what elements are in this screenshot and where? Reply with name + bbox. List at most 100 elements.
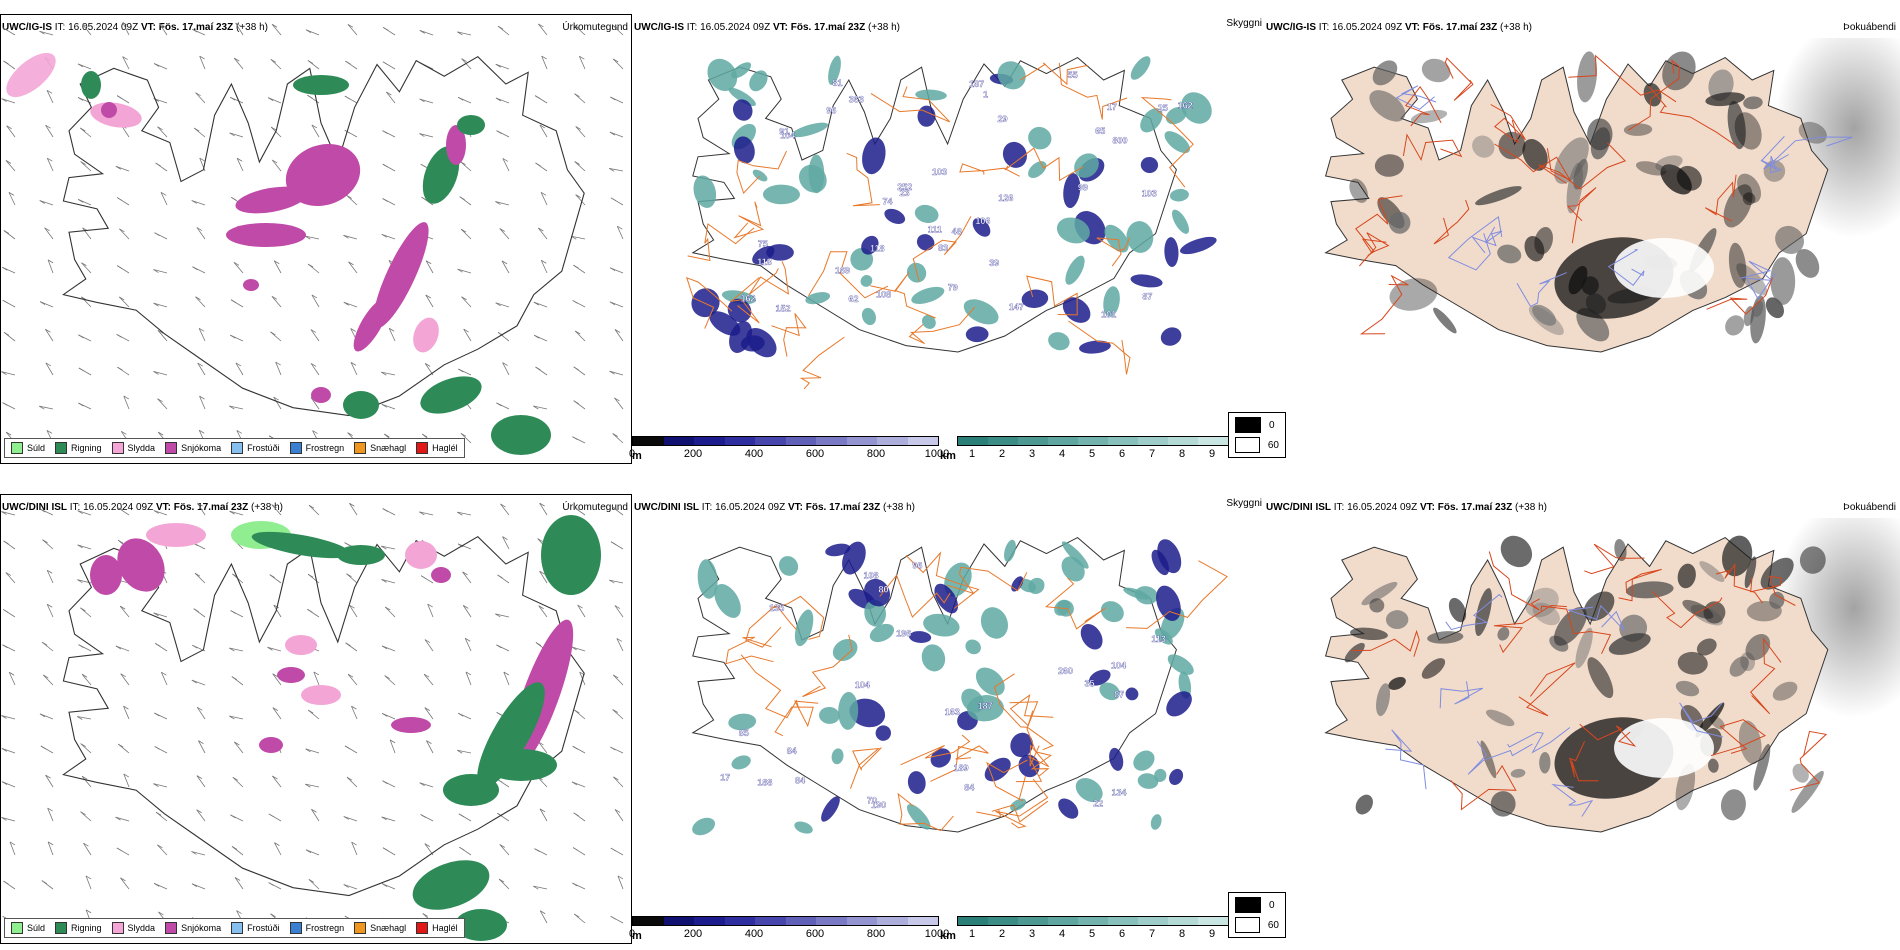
wind-barb-flag	[192, 266, 198, 271]
fog-patch	[1728, 242, 1747, 288]
wind-barb-flag	[497, 574, 503, 579]
fog-patch	[1485, 709, 1515, 727]
fog-patch	[1497, 627, 1510, 641]
height-label: 187	[978, 701, 993, 711]
road	[1494, 143, 1572, 182]
wind-barb-flag	[199, 429, 205, 434]
colorbar-cell	[1078, 437, 1108, 445]
lead-time: (+38 h)	[883, 502, 915, 513]
visibility-patch	[1104, 224, 1129, 253]
sleet-area	[413, 317, 439, 353]
wind-barb-flag	[573, 366, 579, 371]
wind-barb-flag	[119, 228, 125, 233]
wind-barb	[540, 260, 548, 274]
wind-barb	[42, 539, 54, 550]
height-label: 147	[1009, 302, 1024, 312]
legend-item: Súld	[11, 922, 45, 934]
road	[1026, 275, 1078, 316]
visibility-patch	[831, 748, 844, 765]
road	[1706, 277, 1773, 315]
wind-barb-flag	[5, 160, 12, 164]
visibility-patch	[1156, 585, 1181, 621]
wind-barb	[498, 878, 510, 890]
wind-barb-flag	[78, 367, 85, 372]
colorbar-cell	[958, 917, 988, 925]
wind-barb-flag	[461, 58, 467, 62]
visibility-patch	[1062, 297, 1091, 323]
wind-barb-flag	[80, 743, 86, 747]
wind-barb-flag	[613, 776, 619, 781]
wind-barb-flag	[312, 430, 318, 434]
visibility-patch	[1100, 601, 1124, 623]
precip-legend: Súld Rigning Slydda Snjókoma Frostúði Frostre…	[4, 918, 465, 938]
wind-barb-flag	[427, 603, 433, 608]
road	[1015, 744, 1050, 783]
wind-barb	[616, 638, 624, 652]
wind-barb-flag	[45, 124, 51, 129]
visibility-patch	[1157, 539, 1182, 574]
wind-barb	[311, 294, 320, 308]
road	[1540, 605, 1612, 655]
wind-barb-flag	[194, 572, 201, 577]
wind-barb-flag	[269, 574, 275, 578]
wind-barb-flag	[609, 370, 615, 375]
visibility-patch	[1028, 126, 1052, 150]
wind-barb-flag	[502, 158, 509, 162]
wind-barb	[157, 844, 168, 856]
wind-barb-flag	[500, 503, 506, 508]
fog-patch	[1433, 307, 1457, 334]
wind-barb	[77, 716, 92, 720]
wind-barb	[197, 362, 206, 376]
wind-barb	[157, 330, 168, 342]
wind-barb	[419, 782, 434, 788]
height-label: 111	[928, 225, 942, 235]
vt-value: Fös. 17.maí 23Z	[1437, 502, 1513, 513]
wind-barb-flag	[157, 844, 163, 849]
wind-barb-flag	[534, 848, 540, 853]
wind-barb	[381, 816, 396, 822]
it-value: 16.05.2024 09Z	[700, 22, 771, 33]
wind-barb-flag	[83, 842, 89, 847]
wind-barb-flag	[572, 847, 579, 851]
wind-barb	[539, 910, 548, 924]
road	[1026, 710, 1052, 777]
visibility-patch	[1151, 549, 1170, 576]
wind-barb	[426, 740, 434, 754]
precip-legend: Súld Rigning Slydda Snjókoma Frostúði Frostre…	[4, 438, 465, 458]
wind-barb-flag	[344, 95, 351, 100]
model-name: UWC/IG-IS	[2, 22, 52, 33]
fog-patch	[1722, 535, 1753, 577]
visibility-patch	[721, 290, 757, 305]
wind-barb-flag	[267, 97, 274, 101]
visibility-patch	[828, 55, 841, 85]
wind-barb	[609, 168, 624, 172]
wind-barb-flag	[123, 773, 129, 778]
wind-barb	[118, 296, 130, 308]
wind-barb-flag	[348, 261, 354, 266]
wind-barb-flag	[381, 545, 387, 550]
river	[1395, 85, 1437, 110]
wind-barb-flag	[85, 909, 92, 914]
visibility-patch	[697, 559, 718, 599]
road	[808, 251, 889, 299]
fog-patch	[1421, 58, 1451, 83]
visibility-patch	[1004, 539, 1016, 562]
height-label: 260	[1058, 666, 1073, 676]
visibility-patch	[693, 175, 717, 208]
wind-barb-flag	[234, 741, 240, 746]
wind-barb-flag	[123, 705, 129, 710]
tick-label: 5	[1088, 928, 1096, 940]
wind-barb-flag	[538, 227, 544, 232]
height-label: 65	[1095, 126, 1105, 136]
visibility-patch	[1018, 754, 1040, 778]
legend-item: Frostregn	[289, 442, 344, 454]
fog-patch	[1760, 557, 1794, 590]
legend-label: Súld	[27, 443, 46, 453]
wind-barb-flag	[464, 637, 471, 642]
wind-barb	[457, 749, 472, 754]
wind-barb-flag	[1, 371, 7, 375]
wind-barb-flag	[305, 783, 311, 788]
wind-barb	[45, 124, 54, 138]
wind-barb	[308, 879, 320, 890]
